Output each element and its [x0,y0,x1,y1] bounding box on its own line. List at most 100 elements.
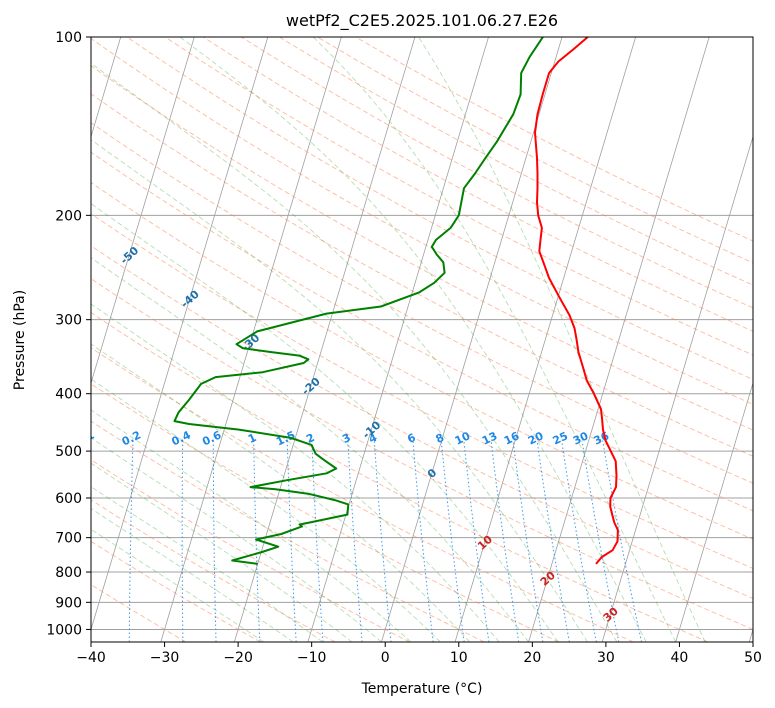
isotherm-line [91,37,269,631]
mixing-ratio-label: 0.6 [200,428,223,448]
x-tick-label: 30 [597,650,615,666]
dry-adiabat-line [91,151,753,512]
isotherm-line [528,37,710,642]
y-tick-label: 900 [55,595,82,611]
x-axis-label: Temperature (°C) [361,681,483,697]
dry-adiabat-line [91,540,261,642]
y-tick-label: 300 [55,313,82,329]
dry-adiabat-line [202,37,753,332]
mixing-ratio-label: 3 [340,431,352,446]
moist-adiabat-line [91,203,559,642]
mixing-ratio-line [536,440,570,642]
mixing-ratio-line [347,440,363,642]
mixing-ratio-line [311,440,324,642]
isotherm-line [454,37,636,642]
moist-adiabat-line [91,62,618,642]
dry-adiabat-line [91,347,634,642]
y-tick-label: 100 [55,30,82,46]
dry-adiabat-line [91,584,187,642]
moist-adiabat-line [91,343,471,642]
mixing-ratio-label: 25 [551,429,570,447]
dry-adiabat-line [91,383,560,642]
isotherm-line [381,37,563,642]
isotherm-label: 10 [475,533,495,553]
moist-adiabat-line [418,37,706,642]
dry-adiabat-line [91,278,753,630]
reference-line-labels: 0.10.20.40.611.52346810131620253036-100-… [73,244,684,642]
moist-adiabat-line [91,528,265,642]
x-tick-label: −20 [223,650,253,666]
mixing-ratio-line [412,440,434,642]
dry-adiabat-line [91,65,753,431]
x-tick-label: −30 [150,650,180,666]
dry-adiabat-line [164,37,753,356]
dry-adiabat-line [91,459,410,642]
y-tick-label: 600 [55,491,82,507]
y-tick-label: 400 [55,387,82,403]
dewpoint-profile-line [173,37,544,565]
y-tick-label: 1000 [46,622,82,638]
mixing-ratio-line [463,440,490,642]
moist-adiabat-line [91,437,382,642]
temperature-profile-line [534,37,619,565]
dry-adiabat-line [91,122,753,484]
moist-adiabat-line [91,486,323,642]
mixing-ratio-line [581,440,620,642]
moist-adiabat-line [91,409,412,642]
y-tick-label: 200 [55,208,82,224]
y-tick-label: 800 [55,565,82,581]
y-tick-label: 500 [55,444,82,460]
y-tick-label: 700 [55,531,82,547]
mixing-ratio-line [212,440,217,642]
mixing-ratio-label: 30 [571,429,591,447]
mixing-ratio-line [253,440,261,642]
mixing-ratio-label: 16 [502,429,522,447]
isotherm-label: -20 [299,375,323,398]
moist-adiabat-line [91,257,529,642]
isotherm-line [91,37,195,385]
mixing-ratio-line [440,440,465,642]
x-tick-label: −40 [76,650,106,666]
x-axis: −40 −30 −20 −10 0 10 20 30 40 50 [76,642,762,666]
mixing-ratio-label: 20 [526,429,546,447]
y-axis-label: Pressure (hPa) [12,290,28,390]
isotherm-line [601,135,753,642]
mixing-ratio-label: 8 [434,431,446,446]
mixing-ratio-line [128,440,134,642]
isotherm-label: -40 [178,287,202,310]
mixing-ratio-label: 6 [405,431,418,446]
y-axis: 1000 900 800 700 600 500 400 300 200 100 [46,30,91,638]
moist-adiabat-line [312,37,677,642]
dry-adiabat-line [126,37,753,380]
x-tick-label: 0 [381,650,390,666]
moist-adiabat-line [91,378,441,642]
dry-adiabat-line [279,37,753,286]
plot-frame [90,36,754,643]
x-tick-label: 40 [671,650,689,666]
moist-adiabat-line [91,507,294,642]
mixing-ratio-line [373,440,392,642]
isotherm-line [675,381,753,642]
dry-adiabat-line [91,245,753,600]
mixing-ratio-line [561,440,597,642]
dry-adiabat-line [91,181,753,540]
x-tick-label: 20 [523,650,541,666]
dry-adiabat-line [91,420,485,642]
mixing-ratio-line [602,440,643,642]
isotherm-label: -50 [118,244,142,267]
isotherm-label: 0 [425,466,440,481]
dry-adiabat-line [241,37,753,309]
mixing-ratio-label: 0.1 [73,428,96,448]
isotherm-label: 30 [601,605,621,625]
x-tick-label: −10 [297,650,327,666]
mixing-ratio-label: 13 [480,429,499,447]
chart-title: wetPf2_C2E5.2025.101.06.27.E26 [286,11,558,31]
x-tick-label: 50 [744,650,762,666]
mixing-ratio-line [490,440,520,642]
mixing-ratio-line [181,440,184,642]
mixing-ratio-line [512,440,544,642]
moist-adiabat-line [91,462,353,642]
isotherm-line [160,37,342,642]
mixing-ratio-line [286,440,297,642]
